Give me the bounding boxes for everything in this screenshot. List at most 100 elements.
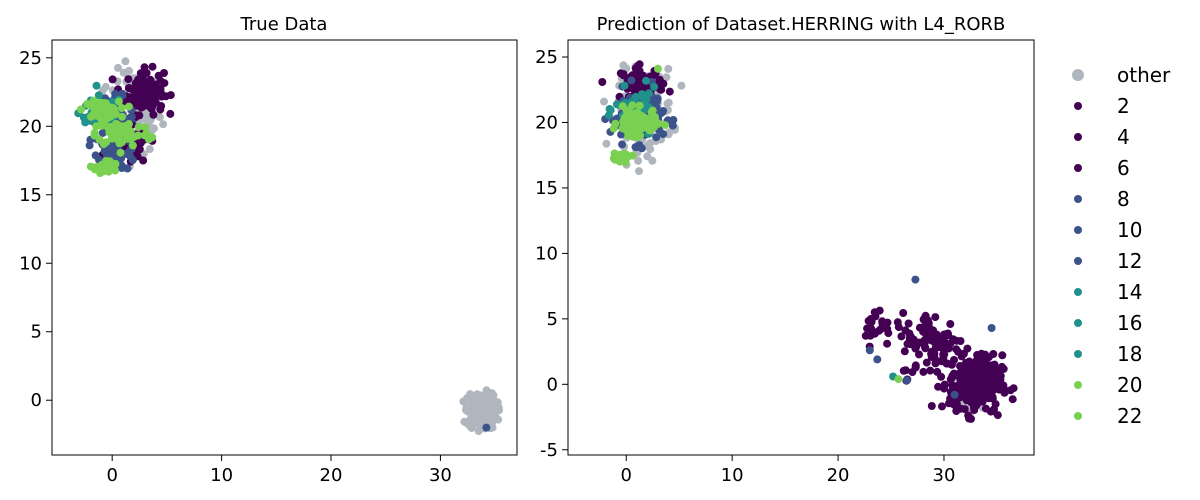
scatter-point (987, 324, 996, 332)
scatter-point (611, 155, 619, 164)
scatter-point (1008, 395, 1017, 404)
scatter-point (931, 313, 940, 322)
scatter-point (931, 334, 940, 343)
scatter-point (650, 114, 659, 123)
scatter-point (620, 81, 629, 90)
legend-marker (1074, 102, 1082, 110)
y-tick-label: 10 (535, 243, 558, 264)
scatter-point (159, 120, 168, 129)
scatter-point (952, 345, 961, 354)
scatter-point (132, 98, 141, 107)
scatter-point (884, 329, 893, 338)
scatter-point (962, 386, 971, 395)
scatter-point (93, 99, 102, 108)
x-tick-label: 20 (827, 465, 850, 486)
scatter-point (133, 87, 141, 96)
scatter-point (604, 111, 613, 120)
scatter-point (148, 133, 157, 142)
scatter-point (945, 399, 953, 408)
scatter-point (134, 122, 143, 131)
scatter-point (474, 400, 483, 409)
scatter-point (865, 346, 874, 355)
scatter-point (484, 404, 493, 413)
scatter-point (620, 113, 629, 122)
scatter-point (926, 366, 935, 375)
scatter-point (915, 350, 923, 359)
scatter-point (940, 350, 949, 359)
scatter-point (620, 154, 629, 163)
scatter-point (911, 362, 920, 371)
legend-marker (1074, 381, 1082, 389)
scatter-point (977, 349, 986, 358)
scatter-point (141, 78, 150, 86)
scatter-point (628, 101, 637, 110)
scatter-point (665, 87, 674, 96)
scatter-point (635, 60, 644, 69)
y-tick-label: 20 (19, 116, 42, 137)
legend-marker (1074, 257, 1082, 265)
scatter-point (981, 374, 990, 383)
scatter-point (936, 343, 945, 352)
scatter-point (900, 347, 909, 356)
scatter-point (598, 78, 607, 86)
scatter-point (117, 104, 126, 112)
scatter-point (933, 367, 942, 376)
y-tick-label: 15 (19, 185, 42, 206)
scatter-point (100, 160, 109, 169)
x-tick-label: 20 (320, 465, 343, 486)
scatter-point (148, 62, 157, 71)
scatter-point (979, 390, 988, 399)
scatter-point (462, 418, 471, 427)
scatter-point (493, 398, 502, 407)
scatter-point (873, 355, 882, 364)
scatter-point (135, 111, 144, 120)
true-data-plot-frame (51, 39, 518, 456)
scatter-point (995, 385, 1004, 394)
y-tick-label: 15 (535, 178, 558, 199)
scatter-point (948, 371, 957, 380)
scatter-point (126, 152, 135, 161)
scatter-point (602, 139, 611, 148)
scatter-point (494, 415, 503, 424)
scatter-point (94, 91, 103, 100)
scatter-point (637, 144, 646, 153)
y-tick-label: -5 (540, 440, 558, 461)
scatter-point (956, 404, 965, 413)
scatter-point (627, 76, 636, 85)
legend-label: 16 (1117, 311, 1142, 335)
scatter-point (633, 108, 642, 117)
scatter-point (605, 105, 614, 113)
scatter-point (644, 89, 653, 98)
scatter-point (166, 91, 175, 100)
scatter-point (965, 414, 973, 423)
scatter-point (118, 112, 127, 121)
scatter-point (646, 145, 655, 154)
scatter-point (112, 134, 121, 143)
prediction-panel: Prediction of Dataset.HERRING with L4_RO… (535, 14, 1035, 486)
scatter-point (938, 402, 946, 411)
scatter-point (998, 351, 1007, 360)
legend-label: 8 (1117, 187, 1130, 211)
scatter-point (934, 382, 943, 391)
scatter-point (928, 347, 936, 356)
scatter-point (618, 140, 627, 149)
scatter-point (609, 124, 618, 133)
scatter-point (108, 75, 117, 84)
scatter-point (485, 392, 493, 401)
scatter-point (634, 156, 643, 165)
scatter-point (463, 394, 472, 403)
scatter-point (635, 167, 643, 176)
true-data-y-axis: 0 5 10 15 20 25 (19, 48, 52, 411)
legend-label: 10 (1117, 218, 1142, 242)
prediction-plot-frame (567, 39, 1035, 456)
legend-marker (1074, 226, 1082, 234)
scatter-point (642, 114, 651, 123)
scatter-point (941, 330, 950, 339)
y-tick-label: 5 (31, 322, 42, 343)
legend-marker (1074, 412, 1082, 420)
scatter-point (927, 402, 936, 410)
scatter-point (893, 318, 902, 327)
scatter-point (650, 82, 659, 91)
true-data-x-axis: 0 10 20 30 (106, 455, 452, 486)
legend-label: 6 (1117, 156, 1130, 180)
